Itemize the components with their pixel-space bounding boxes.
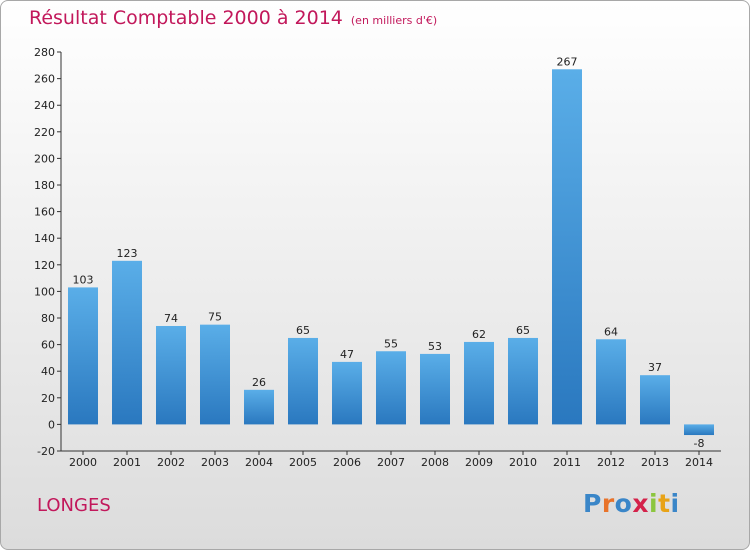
y-tick-label: 80 [41, 312, 55, 325]
value-label: 37 [648, 361, 662, 374]
value-label: 53 [428, 340, 442, 353]
bar [596, 339, 626, 425]
y-tick-label: 280 [34, 46, 55, 59]
y-tick-label: 40 [41, 365, 55, 378]
x-tick-label: 2005 [289, 456, 317, 469]
y-tick-label: 260 [34, 73, 55, 86]
x-tick-label: 2004 [245, 456, 273, 469]
y-tick-label: 0 [48, 418, 55, 431]
y-tick-label: 220 [34, 126, 55, 139]
title-text: Résultat Comptable 2000 à 2014 [29, 7, 343, 29]
value-label: 65 [296, 324, 310, 337]
value-label: 55 [384, 337, 398, 350]
value-label: 64 [604, 325, 618, 338]
bar [464, 341, 494, 425]
y-tick-label: 200 [34, 152, 55, 165]
x-tick-label: 2008 [421, 456, 449, 469]
bar [244, 389, 274, 425]
y-tick-label: 100 [34, 285, 55, 298]
x-tick-label: 2014 [685, 456, 713, 469]
x-tick-label: 2001 [113, 456, 141, 469]
bar [420, 353, 450, 425]
bar [156, 325, 186, 425]
value-label: -8 [694, 437, 705, 450]
chart-title: Résultat Comptable 2000 à 2014 (en millie… [29, 7, 437, 29]
value-label: 26 [252, 376, 266, 389]
y-tick-label: 20 [41, 392, 55, 405]
x-tick-label: 2002 [157, 456, 185, 469]
bar [552, 69, 582, 425]
chart-subtitle: (en milliers d'€) [350, 14, 438, 27]
value-label: 47 [340, 348, 354, 361]
axes: -20 0 20 40 60 80 100 120 140 160 180 200 220 240 260 2… [34, 46, 721, 469]
x-tick-label: 2007 [377, 456, 405, 469]
value-label: 123 [117, 247, 138, 260]
bar [332, 361, 362, 425]
y-tick-label: 160 [34, 206, 55, 219]
value-label: 65 [516, 324, 530, 337]
logo-letter: o [614, 489, 633, 518]
logo-letter: x [632, 489, 649, 518]
bar [288, 337, 318, 425]
place-name: LONGES [37, 495, 111, 516]
x-tick-label: 2010 [509, 456, 537, 469]
y-tick-label: 60 [41, 339, 55, 352]
bar [640, 375, 670, 425]
logo-letter: r [601, 489, 615, 518]
bar [112, 260, 142, 425]
bar [508, 337, 538, 425]
value-label: 62 [472, 328, 486, 341]
y-tick-label: -20 [37, 445, 55, 458]
logo-letter: P [583, 489, 602, 518]
x-tick-label: 2011 [553, 456, 581, 469]
logo-letter: i [670, 489, 680, 518]
x-tick-label: 2013 [641, 456, 669, 469]
logo-letter: t [658, 489, 671, 518]
x-tick-label: 2000 [69, 456, 97, 469]
logo-letter: i [649, 489, 659, 518]
value-labels: 103 123 74 75 26 65 47 55 53 62 65 267 64 37 -8 [73, 55, 705, 450]
x-tick-label: 2012 [597, 456, 625, 469]
y-tick-label: 140 [34, 232, 55, 245]
y-tick-label: 240 [34, 99, 55, 112]
value-label: 267 [557, 55, 578, 68]
x-tick-label: 2006 [333, 456, 361, 469]
value-label: 103 [73, 273, 94, 286]
bar [684, 424, 714, 436]
y-tick-label: 180 [34, 179, 55, 192]
value-label: 74 [164, 312, 178, 325]
value-label: 75 [208, 311, 222, 324]
x-tick-label: 2003 [201, 456, 229, 469]
bar [376, 351, 406, 425]
bar [200, 324, 230, 425]
bar [68, 287, 98, 425]
proxiti-logo: Proxiti [583, 489, 680, 518]
x-tick-label: 2009 [465, 456, 493, 469]
y-tick-label: 120 [34, 259, 55, 272]
bars [68, 69, 714, 436]
